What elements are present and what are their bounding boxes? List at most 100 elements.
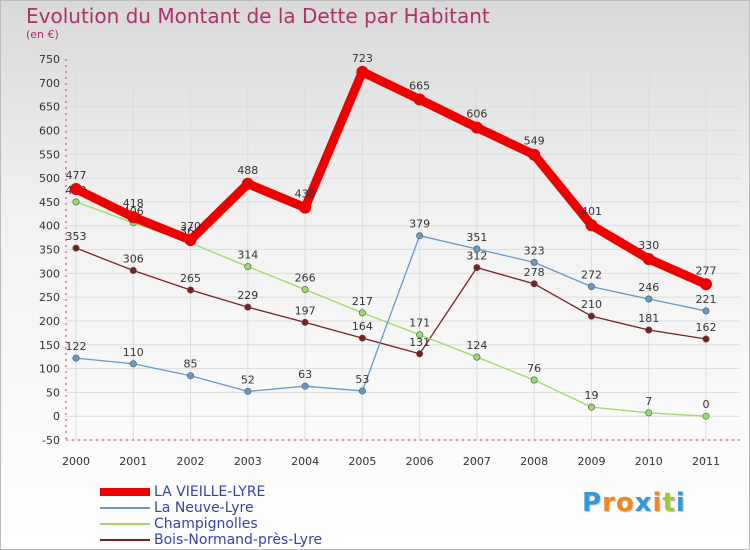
x-tick-label: 2011 bbox=[692, 455, 720, 468]
series-line-1 bbox=[75, 235, 707, 393]
data-point bbox=[244, 263, 252, 271]
series-line-0 bbox=[71, 67, 711, 289]
data-point bbox=[473, 353, 481, 361]
data-label: 124 bbox=[466, 339, 487, 352]
data-label: 210 bbox=[581, 298, 602, 311]
y-tick-label: 0 bbox=[53, 410, 60, 423]
data-label: 312 bbox=[466, 250, 487, 263]
data-point bbox=[244, 387, 252, 395]
y-tick-label: 250 bbox=[39, 291, 60, 304]
data-point bbox=[299, 201, 312, 214]
data-label: 164 bbox=[352, 320, 373, 333]
data-label: 438 bbox=[295, 188, 316, 201]
x-tick-label: 2003 bbox=[234, 455, 262, 468]
data-label: 63 bbox=[298, 368, 312, 381]
data-label: 278 bbox=[524, 266, 545, 279]
y-tick-label: 150 bbox=[39, 339, 60, 352]
data-label: 266 bbox=[295, 272, 316, 285]
x-tick-label: 2006 bbox=[406, 455, 434, 468]
x-tick-label: 2004 bbox=[291, 455, 319, 468]
y-tick-label: 600 bbox=[39, 124, 60, 137]
data-label: 52 bbox=[241, 373, 255, 386]
logo-letter: i bbox=[652, 488, 663, 518]
data-point bbox=[72, 354, 80, 362]
data-point bbox=[587, 403, 595, 411]
y-tick-label: 300 bbox=[39, 267, 60, 280]
data-point bbox=[241, 177, 254, 190]
data-label: 418 bbox=[123, 197, 144, 210]
data-point bbox=[645, 295, 653, 303]
data-label: 477 bbox=[66, 169, 87, 182]
y-tick-label: 650 bbox=[39, 101, 60, 114]
data-label: 353 bbox=[66, 230, 87, 243]
data-label: 217 bbox=[352, 295, 373, 308]
data-point bbox=[416, 350, 424, 358]
data-point bbox=[70, 183, 82, 196]
data-point bbox=[702, 307, 710, 315]
data-label: 229 bbox=[237, 289, 258, 302]
data-label: 7 bbox=[645, 395, 652, 408]
legend-label: Bois-Normand-près-Lyre bbox=[154, 532, 323, 548]
data-label: 85 bbox=[184, 358, 198, 371]
data-point bbox=[645, 409, 653, 417]
data-label: 323 bbox=[524, 244, 545, 257]
data-label: 221 bbox=[696, 293, 717, 306]
y-tick-label: 500 bbox=[39, 172, 60, 185]
data-point bbox=[700, 278, 712, 291]
y-tick-label: 100 bbox=[39, 363, 60, 376]
y-tick-label: 750 bbox=[39, 53, 60, 66]
data-point bbox=[416, 331, 424, 339]
data-point bbox=[301, 286, 309, 294]
data-point bbox=[301, 382, 309, 390]
y-tick-label: 200 bbox=[39, 315, 60, 328]
chart-subtitle: (en €) bbox=[26, 28, 59, 41]
data-point bbox=[356, 65, 369, 78]
y-tick-label: 700 bbox=[39, 77, 60, 90]
data-label: 330 bbox=[638, 239, 659, 252]
data-label: 265 bbox=[180, 272, 201, 285]
data-point bbox=[244, 303, 252, 311]
data-label: 122 bbox=[66, 340, 87, 353]
y-tick-label: 50 bbox=[46, 386, 60, 399]
data-point bbox=[127, 211, 140, 224]
data-label: 606 bbox=[466, 108, 487, 121]
data-label: 110 bbox=[123, 346, 144, 359]
y-tick-label: 400 bbox=[39, 220, 60, 233]
data-point bbox=[530, 280, 538, 288]
data-label: 314 bbox=[237, 249, 258, 262]
x-tick-label: 2005 bbox=[348, 455, 376, 468]
data-point bbox=[473, 264, 481, 272]
data-point bbox=[702, 335, 710, 343]
series-line-3 bbox=[75, 247, 707, 355]
chart-title: Evolution du Montant de la Dette par Hab… bbox=[26, 4, 490, 28]
data-label: 306 bbox=[123, 252, 144, 265]
data-point bbox=[470, 121, 483, 134]
x-tick-label: 2001 bbox=[119, 455, 147, 468]
data-point bbox=[129, 266, 137, 274]
x-tick-label: 2000 bbox=[62, 455, 90, 468]
y-tick-label: -50 bbox=[42, 434, 60, 447]
x-tick-label: 2008 bbox=[520, 455, 548, 468]
data-label: 197 bbox=[295, 304, 316, 317]
y-tick-label: 550 bbox=[39, 148, 60, 161]
data-label: 76 bbox=[527, 362, 541, 375]
data-label: 379 bbox=[409, 218, 430, 231]
data-point bbox=[72, 244, 80, 252]
data-label: 181 bbox=[638, 312, 659, 325]
data-label: 131 bbox=[409, 336, 430, 349]
logo-letter: i bbox=[675, 488, 686, 518]
data-point bbox=[129, 360, 137, 368]
data-point bbox=[72, 198, 80, 206]
data-label: 665 bbox=[409, 79, 430, 92]
data-label: 19 bbox=[584, 389, 598, 402]
logo-letter: t bbox=[662, 488, 676, 518]
data-point bbox=[358, 387, 366, 395]
data-point bbox=[184, 233, 197, 246]
x-tick-label: 2009 bbox=[577, 455, 605, 468]
data-label: 162 bbox=[696, 321, 717, 334]
x-tick-label: 2002 bbox=[177, 455, 205, 468]
legend-swatch bbox=[100, 523, 150, 525]
proxiti-logo: Proxiti bbox=[582, 488, 686, 518]
